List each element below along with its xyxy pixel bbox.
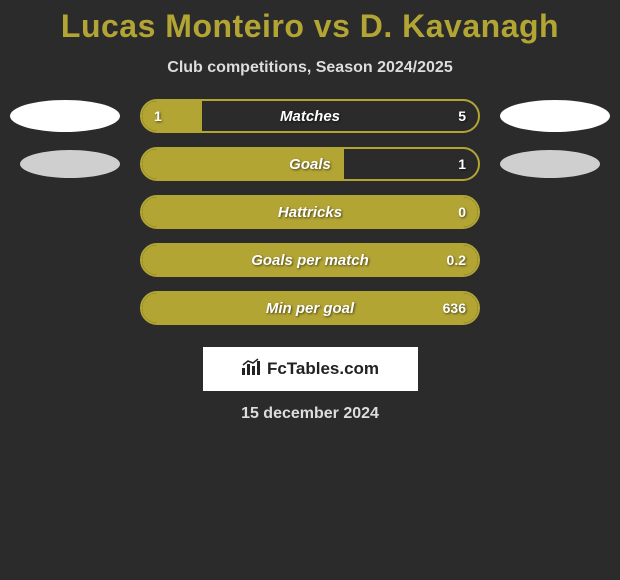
stat-label: Matches: [142, 101, 478, 131]
stat-row: Min per goal636: [0, 291, 620, 325]
page-title: Lucas Monteiro vs D. Kavanagh: [0, 8, 620, 45]
source-logo-text: FcTables.com: [267, 359, 379, 379]
stat-bar: Goals1: [140, 147, 480, 181]
stat-row: Goals1: [0, 147, 620, 181]
stat-value-right: 636: [443, 293, 466, 323]
page-subtitle: Club competitions, Season 2024/2025: [0, 59, 620, 77]
stat-label: Hattricks: [142, 197, 478, 227]
stat-label: Min per goal: [142, 293, 478, 323]
player-left-avatar: [10, 100, 120, 132]
player-right-avatar: [500, 150, 600, 178]
stat-value-right: 5: [458, 101, 466, 131]
spacer: [10, 244, 120, 276]
snapshot-date: 15 december 2024: [0, 405, 620, 423]
stat-row: Goals per match0.2: [0, 243, 620, 277]
stat-bar: Goals per match0.2: [140, 243, 480, 277]
stat-label: Goals per match: [142, 245, 478, 275]
source-logo[interactable]: FcTables.com: [203, 347, 418, 391]
stat-value-right: 0.2: [447, 245, 466, 275]
stat-value-right: 0: [458, 197, 466, 227]
spacer: [500, 292, 610, 324]
stat-bar: 1Matches5: [140, 99, 480, 133]
player-left-avatar: [20, 150, 120, 178]
spacer: [10, 292, 120, 324]
stat-bar: Hattricks0: [140, 195, 480, 229]
spacer: [500, 244, 610, 276]
spacer: [10, 196, 120, 228]
stat-rows: 1Matches5Goals1Hattricks0Goals per match…: [0, 99, 620, 325]
stat-bar: Min per goal636: [140, 291, 480, 325]
comparison-widget: Lucas Monteiro vs D. Kavanagh Club compe…: [0, 0, 620, 423]
stat-label: Goals: [142, 149, 478, 179]
stat-row: Hattricks0: [0, 195, 620, 229]
stat-value-right: 1: [458, 149, 466, 179]
stat-row: 1Matches5: [0, 99, 620, 133]
player-right-avatar: [500, 100, 610, 132]
spacer: [500, 196, 610, 228]
chart-icon: [241, 358, 261, 381]
